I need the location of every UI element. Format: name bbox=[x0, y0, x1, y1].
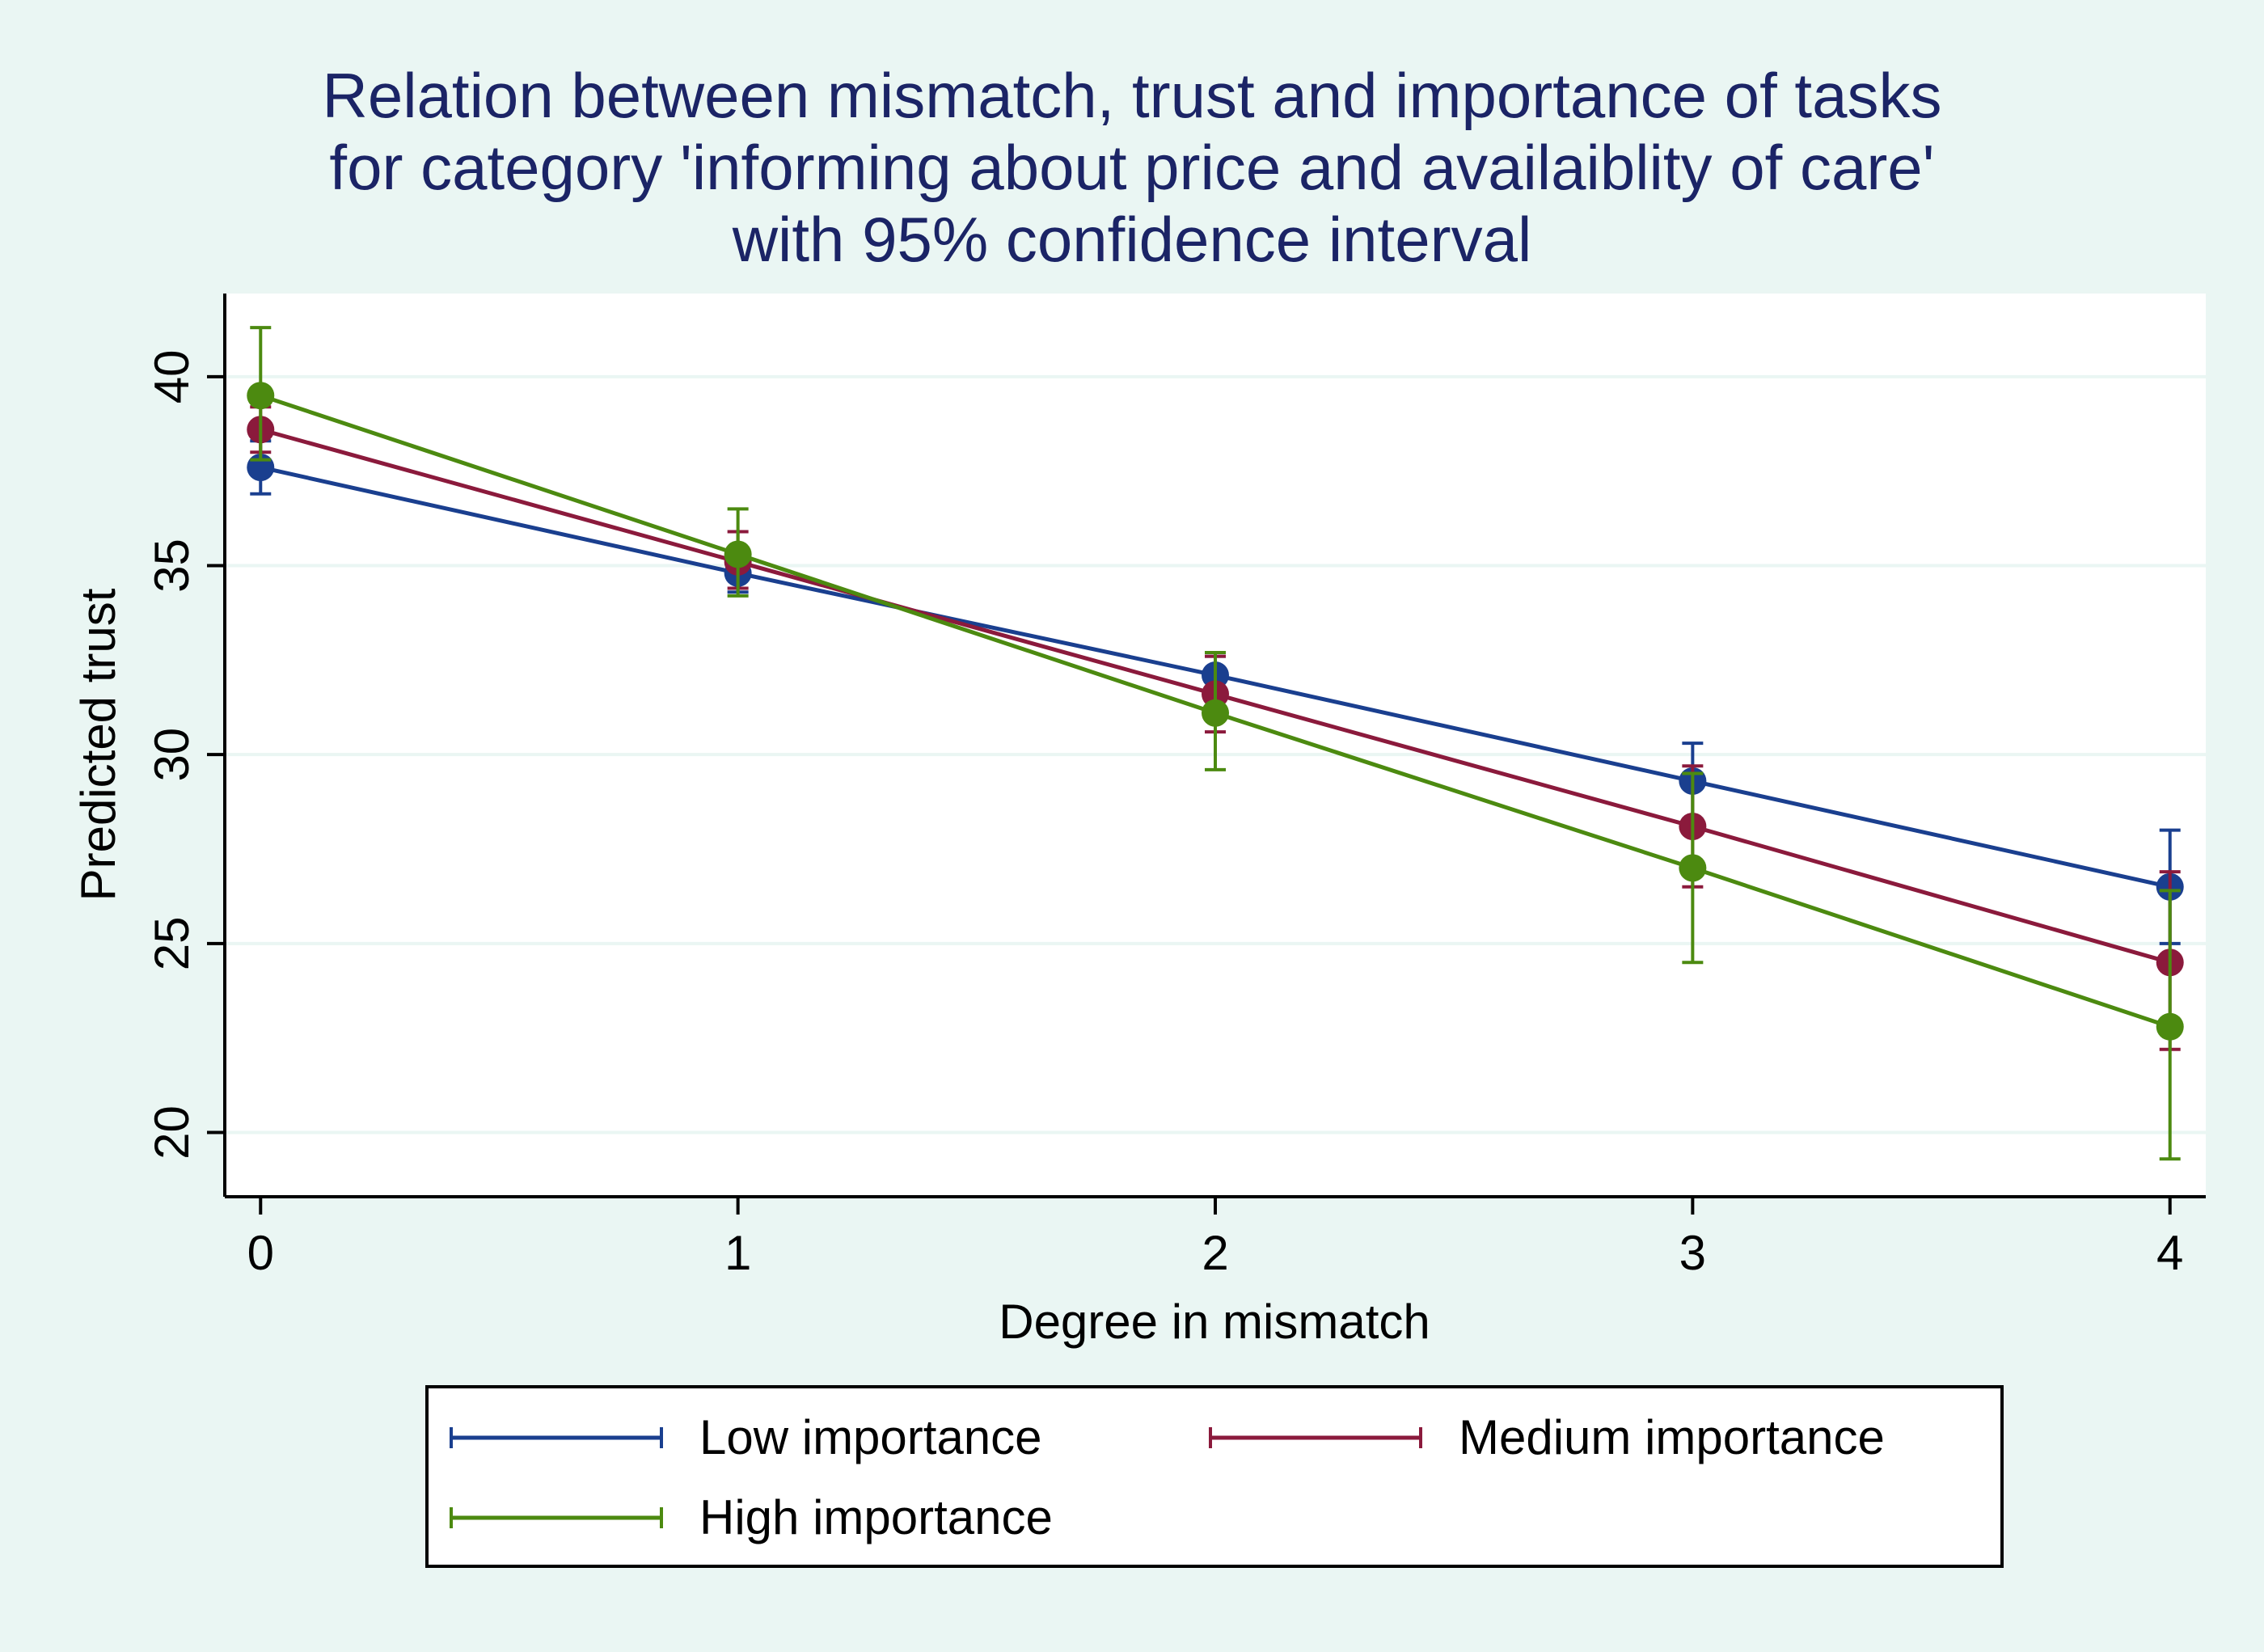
y-axis-label: Predicted trust bbox=[71, 588, 125, 901]
chart-title-line-2: for category 'informing about price and … bbox=[329, 132, 1934, 203]
chart-title-line-3: with 95% confidence interval bbox=[732, 204, 1532, 275]
point-high-importance-1 bbox=[724, 540, 752, 568]
x-tick-label-4: 4 bbox=[2156, 1226, 2183, 1280]
legend-items: Low importance Medium importance High impo… bbox=[450, 1410, 1885, 1544]
legend-label-medium-importance: Medium importance bbox=[1459, 1410, 1885, 1464]
legend-label-low-importance: Low importance bbox=[699, 1410, 1042, 1464]
series-layer bbox=[247, 326, 2184, 1161]
legend-item-high-importance: High importance bbox=[450, 1490, 1053, 1544]
chart-title-line-1: Relation between mismatch, trust and imp… bbox=[323, 60, 1942, 131]
y-ticks: 20 25 30 35 40 bbox=[145, 349, 225, 1160]
legend: Low importance Medium importance High impo… bbox=[425, 1385, 2004, 1568]
legend-box bbox=[425, 1385, 2004, 1568]
point-high-importance-2 bbox=[1202, 699, 1229, 727]
point-high-importance-3 bbox=[1679, 854, 1707, 882]
legend-item-medium-importance: Medium importance bbox=[1209, 1410, 1885, 1464]
x-tick-label-3: 3 bbox=[1679, 1226, 1706, 1280]
y-tick-label-40: 40 bbox=[145, 349, 199, 403]
point-high-importance-0 bbox=[247, 382, 275, 410]
x-ticks: 0 1 2 3 4 bbox=[247, 1197, 2183, 1280]
series-high-importance bbox=[247, 326, 2184, 1161]
x-tick-label-0: 0 bbox=[247, 1226, 274, 1280]
legend-item-low-importance: Low importance bbox=[450, 1410, 1042, 1464]
y-tick-label-20: 20 bbox=[145, 1105, 199, 1160]
point-high-importance-4 bbox=[2156, 1012, 2184, 1041]
x-tick-label-1: 1 bbox=[724, 1226, 751, 1280]
legend-label-high-importance: High importance bbox=[699, 1490, 1053, 1544]
y-tick-label-35: 35 bbox=[145, 539, 199, 593]
y-tick-label-30: 30 bbox=[145, 728, 199, 782]
x-tick-label-2: 2 bbox=[1202, 1226, 1228, 1280]
x-axis-label: Degree in mismatch bbox=[999, 1295, 1430, 1349]
y-tick-label-25: 25 bbox=[145, 916, 199, 970]
